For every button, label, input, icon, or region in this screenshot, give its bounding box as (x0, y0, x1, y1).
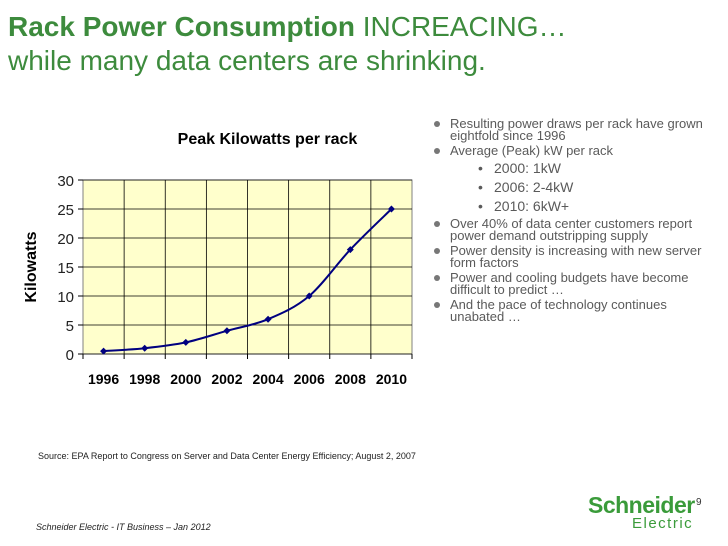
series-line (103, 208, 393, 353)
bullet-text: Power density is increasing with new ser… (450, 243, 702, 270)
bullet-item: Average (Peak) kW per rack (432, 143, 722, 158)
sub-bullet-text: 2010: 6kW+ (494, 198, 570, 214)
bullet-item: Power density is increasing with new ser… (432, 243, 722, 270)
source-note: Source: EPA Report to Congress on Server… (38, 451, 416, 461)
schneider-electric-logo: Schneider Electric (588, 492, 718, 532)
sub-bullet-text: 2006: 2-4kW (494, 179, 574, 195)
bullet-text: Over 40% of data center customers report… (450, 216, 693, 243)
y-tick-label: 10 (57, 289, 74, 306)
bullet-text: Power and cooling budgets have become di… (450, 270, 689, 297)
data-point (346, 246, 354, 254)
y-tick-label: 30 (57, 173, 74, 190)
data-point (141, 344, 149, 352)
x-tick-label: 1998 (129, 371, 160, 387)
bullet-dot-icon (434, 221, 440, 227)
title-bold: Rack Power Consumption (8, 11, 355, 42)
x-tick-label: 2002 (211, 371, 242, 387)
slide-title: Rack Power Consumption INCREACING… while… (8, 10, 708, 78)
data-point (223, 327, 231, 335)
bullet-list: Resulting power draws per rack have grow… (432, 116, 722, 326)
bullet-text: Resulting power draws per rack have grow… (450, 116, 703, 143)
chart-title: Peak Kilowatts per rack (178, 131, 358, 148)
bullet-dot-icon (434, 302, 440, 308)
sub-bullet: • 2000: 1kW (432, 161, 722, 175)
x-tick-label: 1996 (88, 371, 119, 387)
logo-text-bottom: Electric (632, 515, 694, 532)
title-line2: while many data centers are shrinking. (8, 45, 486, 76)
y-axis-label: Kilowatts (23, 231, 40, 302)
logo-text-top: Schneider (588, 492, 695, 518)
page-number: 9 (696, 497, 702, 508)
sub-bullet-text: 2000: 1kW (494, 160, 561, 176)
sub-bullet: • 2006: 2-4kW (432, 180, 722, 194)
data-point (182, 338, 190, 346)
bullet-item: Over 40% of data center customers report… (432, 216, 722, 243)
bullet-item: Power and cooling budgets have become di… (432, 270, 722, 297)
y-tick-label: 20 (57, 231, 74, 248)
x-tick-label: 2010 (376, 371, 407, 387)
title-rest: INCREACING… (354, 11, 567, 42)
data-point (100, 347, 108, 355)
y-tick-label: 25 (57, 202, 74, 219)
x-tick-label: 2008 (335, 371, 366, 387)
bullet-text: Average (Peak) kW per rack (450, 143, 614, 158)
y-tick-label: 5 (66, 318, 74, 335)
sub-bullet-icon: • (478, 179, 483, 195)
bullet-item: And the pace of technology continues una… (432, 297, 722, 324)
data-point (264, 315, 272, 323)
data-point (387, 205, 395, 213)
x-tick-label: 2006 (294, 371, 325, 387)
sub-bullet-icon: • (478, 198, 483, 214)
bullet-item: Resulting power draws per rack have grow… (432, 116, 722, 143)
footer-text: Schneider Electric - IT Business – Jan 2… (36, 522, 211, 532)
data-point (305, 292, 313, 300)
bullet-dot-icon (434, 248, 440, 254)
bullet-dot-icon (434, 148, 440, 154)
chart: Peak Kilowatts per rack 0 5 10 15 20 25 30 1996 1… (23, 131, 413, 387)
bullet-dot-icon (434, 121, 440, 127)
y-tick-label: 0 (66, 347, 74, 364)
bullet-dot-icon (434, 275, 440, 281)
y-tick-label: 15 (57, 260, 74, 277)
sub-bullet: • 2010: 6kW+ (432, 199, 722, 213)
x-tick-label: 2000 (170, 371, 201, 387)
bullet-text: And the pace of technology continues una… (450, 297, 667, 324)
sub-bullet-icon: • (478, 160, 483, 176)
x-tick-label: 2004 (252, 371, 283, 387)
